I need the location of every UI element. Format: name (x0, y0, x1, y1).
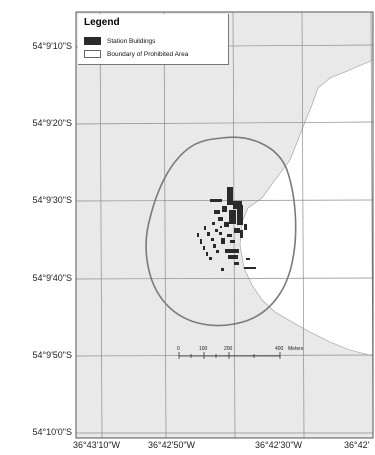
grid-line-lon-1 (99, 11, 103, 439)
scale-tick-label: 400 (275, 346, 284, 352)
longitude-label: 36°43'10"W (73, 440, 121, 450)
building (222, 206, 227, 212)
building (213, 244, 216, 248)
longitude-label: 36°42'50"W (148, 440, 196, 450)
building (227, 234, 232, 237)
longitude-label: 36°42' (344, 440, 370, 450)
building (211, 238, 214, 241)
building (234, 262, 239, 265)
building (219, 232, 222, 235)
building (225, 249, 239, 253)
boundary-swatch (84, 50, 101, 58)
legend-title: Legend (84, 17, 120, 28)
building (206, 252, 208, 256)
building (246, 258, 250, 260)
building (207, 232, 210, 236)
longitude-label: 36°42'30"W (255, 440, 303, 450)
building (200, 239, 202, 244)
building (209, 257, 212, 260)
building (240, 230, 243, 238)
map-frame (75, 11, 374, 439)
building (220, 226, 222, 228)
scale-unit-label: Meters (288, 346, 304, 352)
latitude-label: 54°9'40"S (32, 273, 72, 283)
station-buildings-swatch (84, 37, 101, 45)
prohibited-area-boundary (145, 136, 297, 327)
building (244, 267, 256, 269)
building (203, 246, 205, 250)
building (204, 226, 206, 230)
scale-tick-label: 200 (224, 346, 233, 352)
building (221, 238, 225, 244)
building (215, 229, 218, 232)
building (221, 268, 224, 271)
grid-line-lat-3 (75, 199, 374, 202)
latitude-label: 54°9'20"S (32, 118, 72, 128)
building (229, 210, 236, 224)
building (230, 240, 235, 243)
grid-line-lon-2 (163, 11, 167, 439)
scale-tick-label: 100 (199, 346, 208, 352)
latitude-label: 54°9'10"S (32, 41, 72, 51)
legend-item-boundary: Boundary of Prohibited Area (84, 50, 188, 58)
building (244, 224, 247, 230)
scale-tick-label: 0 (177, 346, 180, 352)
latitude-label: 54°9'50"S (32, 350, 72, 360)
building (224, 222, 229, 227)
station-buildings (197, 187, 256, 271)
building (237, 205, 243, 225)
grid-line-lon-3 (232, 11, 236, 439)
grid-line-lat-2 (75, 121, 374, 125)
building (216, 250, 219, 253)
grid-line-lat-4 (75, 277, 374, 280)
legend-box: Legend Station Buildings Boundary of Pro… (78, 14, 229, 65)
building (214, 210, 220, 214)
building (212, 222, 215, 225)
grid-line-lat-5 (75, 354, 374, 357)
latitude-label: 54°10'0"S (32, 427, 72, 437)
building (210, 199, 222, 202)
legend-label-station-buildings: Station Buildings (107, 37, 156, 45)
grid-line-lon-4 (301, 11, 305, 439)
scale-bar (178, 352, 281, 359)
building (234, 228, 240, 233)
latitude-label: 54°9'30"S (32, 195, 72, 205)
legend-item-station-buildings: Station Buildings (84, 37, 155, 45)
building (228, 255, 238, 259)
building (197, 233, 199, 237)
building (218, 217, 223, 221)
legend-label-boundary: Boundary of Prohibited Area (107, 50, 189, 58)
building (227, 187, 233, 205)
